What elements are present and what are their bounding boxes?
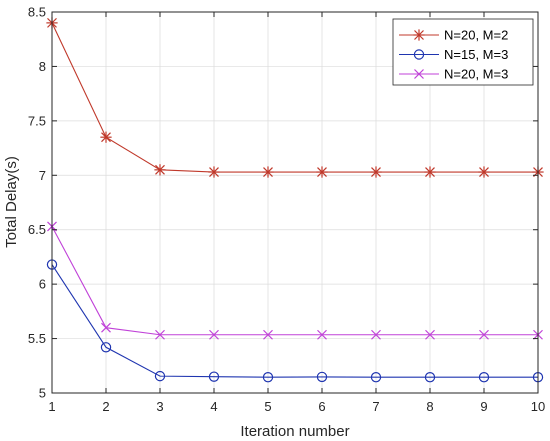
data-point <box>316 166 328 178</box>
data-point <box>317 329 327 340</box>
data-point <box>370 372 382 383</box>
x-tick-label: 5 <box>264 399 271 414</box>
data-point <box>263 329 273 340</box>
data-point <box>371 329 381 340</box>
legend: N=20, M=2 N=15, M=3 N=20, M=3 <box>392 18 534 86</box>
data-point <box>424 166 436 178</box>
x-tick-label: 4 <box>210 399 217 414</box>
legend-label: N=20, M=2 <box>444 28 508 43</box>
y-tick-label: 5.5 <box>28 331 46 346</box>
y-axis-label: Total Delay(s) <box>3 156 20 248</box>
y-tick-label: 8.5 <box>28 5 46 20</box>
data-point <box>208 166 220 178</box>
legend-marker <box>413 49 425 60</box>
y-tick-label: 8 <box>39 59 46 74</box>
data-point <box>209 329 219 340</box>
x-tick-label: 1 <box>48 399 55 414</box>
x-tick-label: 10 <box>531 399 545 414</box>
series-line <box>51 264 538 378</box>
data-point <box>154 370 166 382</box>
data-point <box>208 371 220 382</box>
data-point <box>100 131 112 143</box>
x-tick-label: 2 <box>102 399 109 414</box>
plot-frame <box>51 11 539 394</box>
data-point <box>479 329 489 340</box>
x-axis-label: Iteration number <box>240 423 349 440</box>
y-tick-label: 5 <box>39 386 46 401</box>
series-line <box>51 226 538 336</box>
series-1 <box>46 17 544 178</box>
x-tick-label: 9 <box>480 399 487 414</box>
y-tick-label: 7.5 <box>28 113 46 128</box>
data-point <box>424 372 436 383</box>
legend-label: N=15, M=3 <box>444 47 508 62</box>
data-point <box>100 342 112 353</box>
y-tick-label: 6.5 <box>28 222 46 237</box>
x-axis-ticks: 1 2 3 4 5 6 7 8 9 10 <box>48 12 545 414</box>
x-tick-label: 7 <box>372 399 379 414</box>
data-point <box>478 372 490 383</box>
data-point <box>370 166 382 178</box>
legend-marker <box>413 29 425 41</box>
x-tick-label: 3 <box>156 399 163 414</box>
y-axis-ticks: 5 5.5 6 6.5 7 7.5 8 8.5 <box>28 5 538 401</box>
series-line <box>51 22 538 173</box>
legend-item: N=20, M=3 <box>399 67 508 82</box>
data-point <box>262 372 274 383</box>
x-tick-label: 8 <box>426 399 433 414</box>
data-point <box>478 166 490 178</box>
data-point <box>262 166 274 178</box>
data-point <box>425 329 435 340</box>
y-tick-label: 6 <box>39 277 46 292</box>
data-point <box>154 164 166 176</box>
series-3 <box>47 221 543 340</box>
x-tick-label: 6 <box>318 399 325 414</box>
data-point <box>101 322 111 333</box>
data-point <box>155 329 165 340</box>
y-tick-label: 7 <box>39 168 46 183</box>
series-layer <box>46 17 544 383</box>
data-point <box>316 371 328 383</box>
legend-item: N=20, M=2 <box>399 28 508 43</box>
legend-label: N=20, M=3 <box>444 67 508 82</box>
legend-marker <box>414 69 424 79</box>
legend-item: N=15, M=3 <box>399 47 508 62</box>
